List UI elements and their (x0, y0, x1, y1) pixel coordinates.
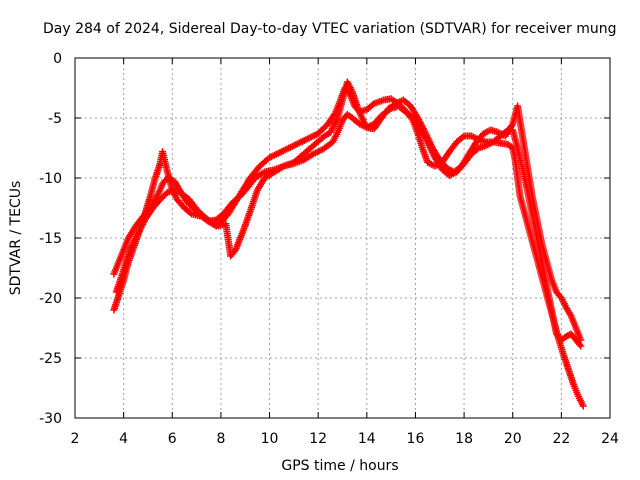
data-point (370, 116, 384, 133)
data-point (514, 102, 526, 138)
data-point (343, 78, 355, 94)
x-axis-label: GPS time / hours (281, 458, 398, 474)
x-tick-label: 12 (309, 431, 327, 447)
data-point (487, 126, 500, 136)
data-point (475, 142, 488, 152)
data-point (309, 146, 325, 158)
x-tick-label: 8 (216, 431, 225, 447)
data-point (171, 186, 184, 197)
data-point (577, 336, 585, 344)
data-point (127, 231, 141, 252)
series-track-3 (112, 78, 585, 344)
x-tick-label: 10 (261, 431, 279, 447)
data-point-marker (459, 133, 467, 141)
data-point (574, 392, 586, 408)
data-point (363, 124, 376, 132)
data-point (538, 258, 550, 288)
data-point (557, 294, 569, 310)
x-tick-label: 16 (407, 431, 425, 447)
data-point (465, 140, 479, 158)
x-tick-label: 18 (455, 431, 473, 447)
data-point (555, 336, 567, 358)
data-point (270, 163, 287, 176)
y-tick-label: -25 (39, 351, 62, 367)
data-point (300, 151, 316, 164)
y-tick-label: 0 (53, 51, 62, 67)
data-point (326, 116, 341, 136)
data-point (562, 304, 574, 318)
data-point (314, 121, 331, 138)
data-point-marker (579, 402, 587, 410)
y-tick-label: -10 (39, 171, 62, 187)
data-point (446, 140, 460, 156)
data-point (290, 151, 306, 166)
data-point-marker (577, 342, 585, 350)
data-point (570, 380, 582, 398)
data-point (159, 148, 171, 174)
data-point (458, 152, 472, 170)
x-tick-label: 4 (119, 431, 128, 447)
data-point (151, 161, 164, 182)
x-tick-label: 6 (168, 431, 177, 447)
data-point (251, 169, 267, 182)
data-point (523, 162, 536, 198)
x-tick-label: 20 (504, 431, 522, 447)
data-point (567, 312, 579, 330)
data-point (572, 324, 584, 342)
data-point (380, 95, 393, 104)
axis-ticks: 2 4 6 8 10 12 14 16 18 20 22 240-5-10-15-20-25-30 (39, 51, 619, 447)
data-point (329, 130, 341, 146)
data-point (533, 216, 546, 246)
data-point (521, 210, 533, 234)
y-axis-label: SDTVAR / TECUs (8, 181, 24, 296)
data-point (112, 275, 125, 296)
data-point (239, 209, 253, 236)
data-point (115, 248, 127, 266)
x-tick-label: 24 (601, 431, 619, 447)
data-point (348, 88, 360, 108)
data-point-marker (576, 341, 584, 348)
y-tick-label: -30 (39, 411, 62, 427)
y-tick-label: -5 (48, 111, 62, 127)
data-point (246, 188, 261, 216)
data-point (453, 133, 467, 146)
data-point (577, 342, 585, 350)
y-tick-label: -15 (39, 231, 62, 247)
data-point (385, 101, 398, 112)
data-point (180, 204, 194, 217)
data-point (528, 192, 541, 222)
chart-title: Day 284 of 2024, Sidereal Day-to-day VTE… (43, 21, 617, 37)
data-point (232, 230, 246, 254)
data-point (509, 126, 521, 150)
series-track-2 (110, 102, 585, 350)
data-point (501, 122, 516, 140)
data-points (110, 78, 587, 410)
data-point (548, 306, 560, 336)
data-point (353, 102, 365, 120)
data-point (579, 402, 587, 410)
data-point (173, 196, 187, 211)
data-point (407, 102, 421, 120)
data-point (244, 176, 258, 192)
data-point (110, 293, 122, 314)
x-tick-label: 22 (552, 431, 570, 447)
x-tick-label: 2 (71, 431, 80, 447)
data-point (334, 118, 346, 136)
data-point (424, 158, 437, 169)
data-point (480, 127, 493, 138)
y-tick-label: -20 (39, 291, 62, 307)
x-tick-label: 14 (358, 431, 376, 447)
data-point (516, 192, 528, 216)
data-point (560, 352, 572, 372)
data-point-marker (577, 336, 585, 344)
data-point (222, 220, 234, 258)
data-point (122, 245, 134, 266)
